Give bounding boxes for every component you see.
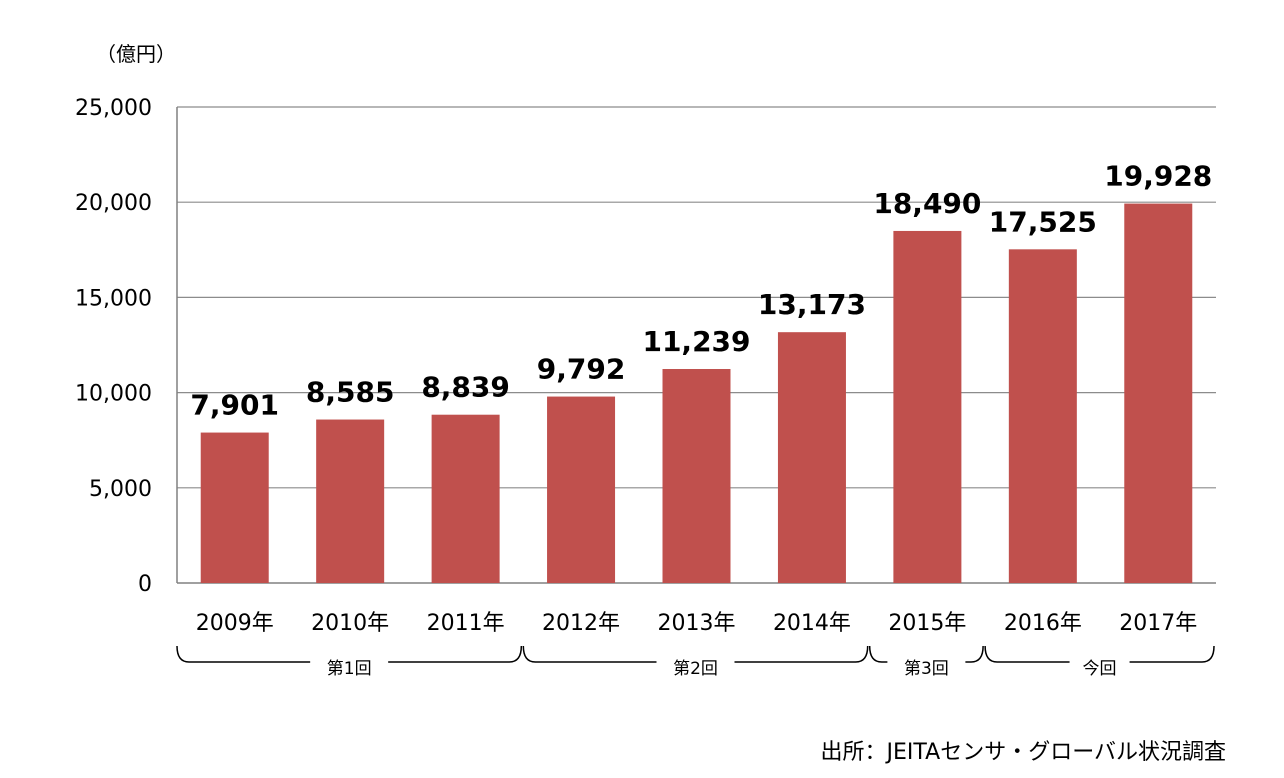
bars [200, 203, 1193, 584]
group-bracket [522, 645, 869, 663]
y-axis-unit-label: （億円） [96, 42, 176, 66]
group-bracket [868, 645, 984, 663]
x-tick-label: 2010年 [311, 611, 389, 636]
value-label: 9,792 [537, 353, 626, 386]
bar [431, 414, 500, 583]
value-label: 17,525 [989, 205, 1097, 238]
value-label: 8,839 [421, 371, 510, 404]
x-tick-label: 2015年 [888, 611, 966, 636]
group-label: 第2回 [673, 659, 718, 679]
group-label: 今回 [1083, 659, 1117, 679]
value-label: 11,239 [642, 325, 750, 358]
value-label: 19,928 [1104, 160, 1212, 193]
bar [893, 230, 962, 584]
x-tick-label: 2016年 [1004, 611, 1082, 636]
group-label: 第1回 [327, 659, 372, 679]
bar [547, 396, 616, 583]
y-tick-label: 20,000 [75, 191, 152, 216]
y-tick-label: 5,000 [89, 477, 152, 502]
bar [316, 419, 385, 583]
source-note: 出所：JEITAセンサ・グローバル状況調査 [820, 740, 1226, 765]
y-tick-label: 10,000 [75, 382, 152, 407]
y-tick-label: 15,000 [75, 286, 152, 311]
y-tick-label: 25,000 [75, 96, 152, 121]
value-label: 7,901 [190, 389, 279, 422]
group-bracket [176, 645, 523, 663]
x-tick-labels: 2009年 2010年 2011年 2012年 2013年 2014年 2015年 2016年… [196, 611, 1198, 636]
bar [1008, 249, 1077, 583]
x-tick-label: 2014年 [773, 611, 851, 636]
bar [200, 432, 269, 583]
bar [777, 332, 846, 583]
group-bracket [984, 645, 1215, 663]
bar [1124, 203, 1193, 584]
x-tick-label: 2013年 [658, 611, 736, 636]
value-label: 18,490 [873, 187, 981, 220]
survey-group-brackets: 第1回 第2回 第3回 今回 [176, 645, 1215, 679]
x-tick-label: 2012年 [542, 611, 620, 636]
y-tick-labels: 0 5,000 10,000 15,000 20,000 25,000 [75, 96, 152, 597]
y-tick-label: 0 [138, 572, 152, 597]
group-label: 第3回 [904, 659, 949, 679]
x-tick-label: 2017年 [1119, 611, 1197, 636]
x-tick-label: 2009年 [196, 611, 274, 636]
x-tick-label: 2011年 [427, 611, 505, 636]
value-label: 8,585 [306, 376, 395, 409]
value-label: 13,173 [758, 288, 866, 321]
bar [662, 369, 731, 583]
